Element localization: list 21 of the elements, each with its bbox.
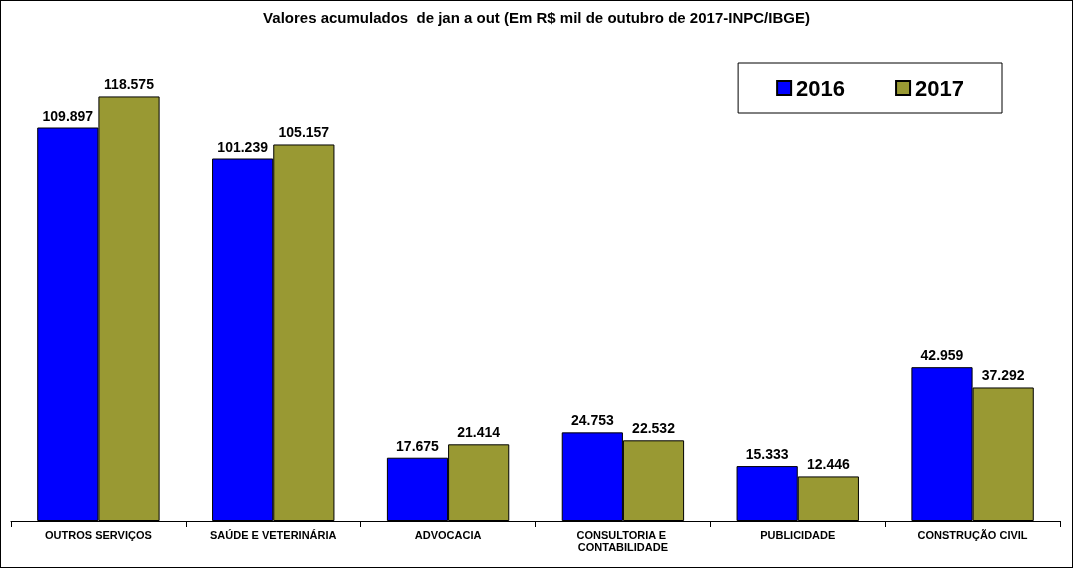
data-label: 21.414: [457, 424, 501, 441]
x-tick-label: ADVOCACIA: [414, 529, 482, 541]
data-label: 42.959: [920, 347, 964, 364]
data-label: 15.333: [745, 446, 789, 463]
x-tick-label: PUBLICIDADE: [760, 529, 836, 541]
legend-label: 2017: [915, 75, 965, 101]
data-label: 22.532: [632, 420, 676, 437]
data-label: 118.575: [104, 76, 155, 93]
data-label: 17.675: [396, 437, 440, 454]
x-tick-label: CONSULTORIA E CONTABILIDADE: [576, 529, 670, 553]
data-label: 101.239: [217, 138, 269, 155]
x-tick-label: CONSTRUÇÃO CIVIL: [917, 529, 1028, 541]
data-label: 109.897: [42, 107, 94, 124]
data-label: 105.157: [278, 124, 330, 141]
x-tick-label: OUTROS SERVIÇOS: [45, 529, 152, 541]
legend-label: 2016: [796, 75, 846, 101]
data-label: 37.292: [981, 367, 1025, 384]
data-label: 24.753: [570, 412, 614, 429]
chart-title: Valores acumulados de jan a out (Em R$ mil de outubro de 2017-INPC/IBGE): [263, 9, 810, 26]
x-tick-label: SAÚDE E VETERINÁRIA: [209, 529, 337, 541]
data-label: 12.446: [806, 456, 850, 473]
